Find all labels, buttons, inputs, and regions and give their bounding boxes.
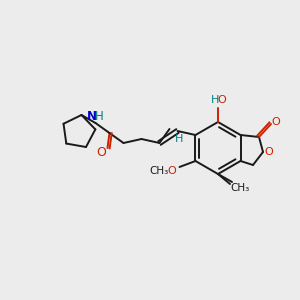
Text: CH₃: CH₃ bbox=[230, 183, 250, 193]
Text: N: N bbox=[86, 110, 97, 122]
Text: H: H bbox=[95, 110, 104, 122]
Text: O: O bbox=[272, 117, 280, 127]
Text: O: O bbox=[265, 147, 273, 157]
Text: CH₃: CH₃ bbox=[150, 166, 169, 176]
Text: H: H bbox=[211, 95, 219, 105]
Text: O: O bbox=[97, 146, 106, 160]
Text: H: H bbox=[175, 134, 184, 144]
Text: O: O bbox=[218, 95, 226, 105]
Text: O: O bbox=[167, 166, 176, 176]
